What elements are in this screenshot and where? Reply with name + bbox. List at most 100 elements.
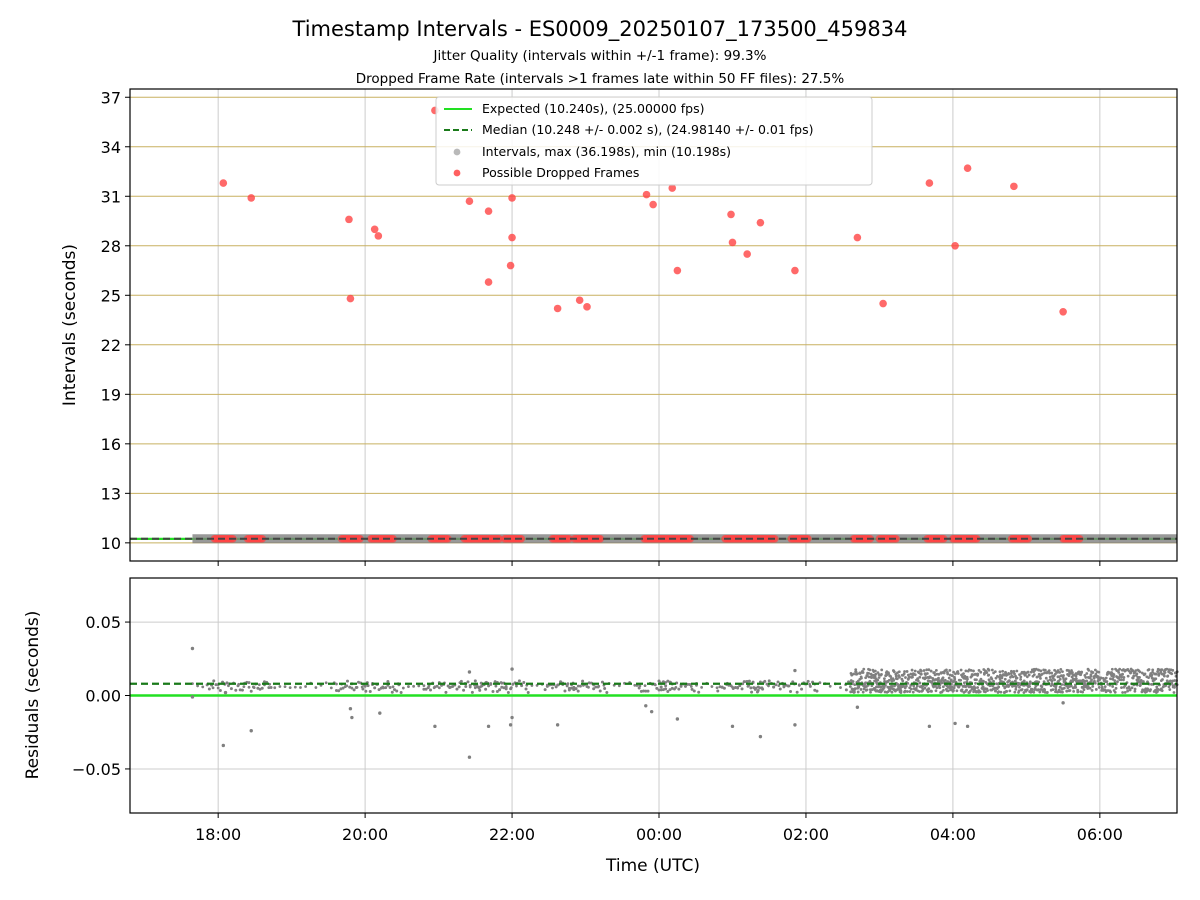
residual-outlier-point	[467, 755, 472, 759]
residual-point	[1111, 685, 1115, 688]
residual-point	[868, 668, 872, 672]
residual-point	[386, 679, 390, 683]
residual-point	[1074, 677, 1078, 681]
residuals-y-ticks: 0.05 0.00 −0.05	[72, 613, 130, 779]
residual-point	[429, 688, 433, 692]
residual-point	[887, 678, 891, 682]
residual-outlier-point	[486, 724, 491, 729]
intervals-y-ticks: 10 13 16 19 22 25 28 31 34 37	[101, 88, 130, 553]
residual-point	[731, 685, 734, 689]
residual-point	[563, 689, 567, 693]
residual-point	[887, 671, 890, 675]
residual-point	[350, 686, 354, 690]
residual-outlier-point	[793, 668, 797, 673]
residual-point	[677, 687, 681, 691]
residual-point	[1030, 687, 1034, 691]
residual-point	[1072, 689, 1076, 693]
residual-point	[853, 683, 857, 687]
residual-point	[1120, 675, 1123, 679]
residual-point	[854, 668, 858, 672]
residual-point	[867, 671, 871, 675]
legend-expected-label: Expected (10.240s), (25.00000 fps)	[482, 101, 704, 116]
residual-point	[567, 686, 571, 690]
residual-point	[1138, 676, 1141, 679]
residual-point	[587, 685, 590, 689]
residual-outlier-point	[675, 717, 680, 721]
residual-point	[720, 685, 724, 689]
residual-point	[738, 684, 742, 688]
residual-point	[1106, 682, 1110, 686]
residual-point	[919, 669, 923, 673]
dropped-frame-point	[506, 261, 515, 270]
residual-point	[581, 679, 585, 683]
intervals-y-tick-label: 13	[101, 484, 121, 503]
residual-point	[642, 689, 646, 693]
residual-point	[422, 687, 426, 691]
residual-point	[1151, 670, 1154, 674]
residual-point	[1036, 675, 1040, 679]
residual-point	[1071, 680, 1074, 683]
residual-point	[1028, 684, 1032, 688]
residual-outlier-point	[793, 723, 797, 727]
residual-point	[962, 672, 965, 676]
residual-point	[940, 681, 944, 685]
residual-point	[857, 685, 861, 689]
residual-point	[1147, 676, 1150, 679]
residual-point	[939, 691, 942, 694]
dropped-frame-point	[219, 179, 228, 187]
residual-point	[384, 686, 388, 690]
residual-point	[886, 690, 890, 694]
dropped-frame-point	[370, 225, 379, 234]
residual-point	[494, 684, 498, 688]
residual-point	[448, 686, 452, 690]
intervals-y-tick-label: 31	[101, 187, 121, 206]
residual-point	[451, 685, 455, 689]
residual-point	[1133, 687, 1137, 691]
dropped-frame-point	[596, 534, 605, 543]
residual-point	[1073, 685, 1077, 689]
residual-point	[1045, 691, 1049, 694]
residual-point	[1122, 676, 1126, 679]
residual-point	[1123, 690, 1127, 694]
residual-point	[917, 671, 921, 674]
residual-point	[742, 680, 746, 684]
residual-point	[903, 670, 906, 673]
residual-point	[329, 686, 333, 690]
residual-point	[1117, 670, 1121, 674]
residual-point	[1116, 680, 1119, 684]
residual-point	[1018, 673, 1021, 677]
residual-point	[227, 684, 230, 688]
residual-point	[963, 681, 966, 685]
residual-point	[933, 671, 936, 674]
residual-point	[504, 684, 508, 688]
residual-point	[491, 690, 495, 694]
residual-point	[592, 687, 596, 691]
intervals-y-tick-label: 28	[101, 237, 121, 256]
residual-outlier-point	[1061, 701, 1065, 705]
residual-point	[1064, 677, 1068, 681]
residual-point	[283, 685, 287, 689]
residual-point	[1054, 687, 1058, 691]
residual-point	[877, 676, 881, 679]
residual-point	[1109, 690, 1112, 694]
residual-point	[976, 672, 980, 676]
residual-point	[1129, 670, 1133, 674]
residual-point	[1128, 688, 1132, 692]
residual-point	[874, 689, 878, 693]
residual-point	[252, 686, 256, 690]
residual-point	[910, 668, 914, 672]
residual-point	[979, 670, 983, 674]
intervals-plot: 10 13 16 19 22 25 28 31 34 37 Intervals (seconds)…	[60, 88, 1178, 566]
dropped-frame-point	[963, 164, 972, 173]
residual-point	[942, 689, 945, 692]
residual-point	[511, 682, 515, 686]
residual-point	[986, 689, 989, 692]
residual-point	[913, 669, 917, 673]
residual-point	[455, 687, 459, 691]
residual-point	[1056, 669, 1060, 672]
residual-point	[435, 684, 439, 688]
residual-point	[862, 667, 866, 671]
residual-point	[587, 681, 591, 685]
residual-point	[934, 689, 938, 693]
residual-point	[1112, 675, 1115, 679]
